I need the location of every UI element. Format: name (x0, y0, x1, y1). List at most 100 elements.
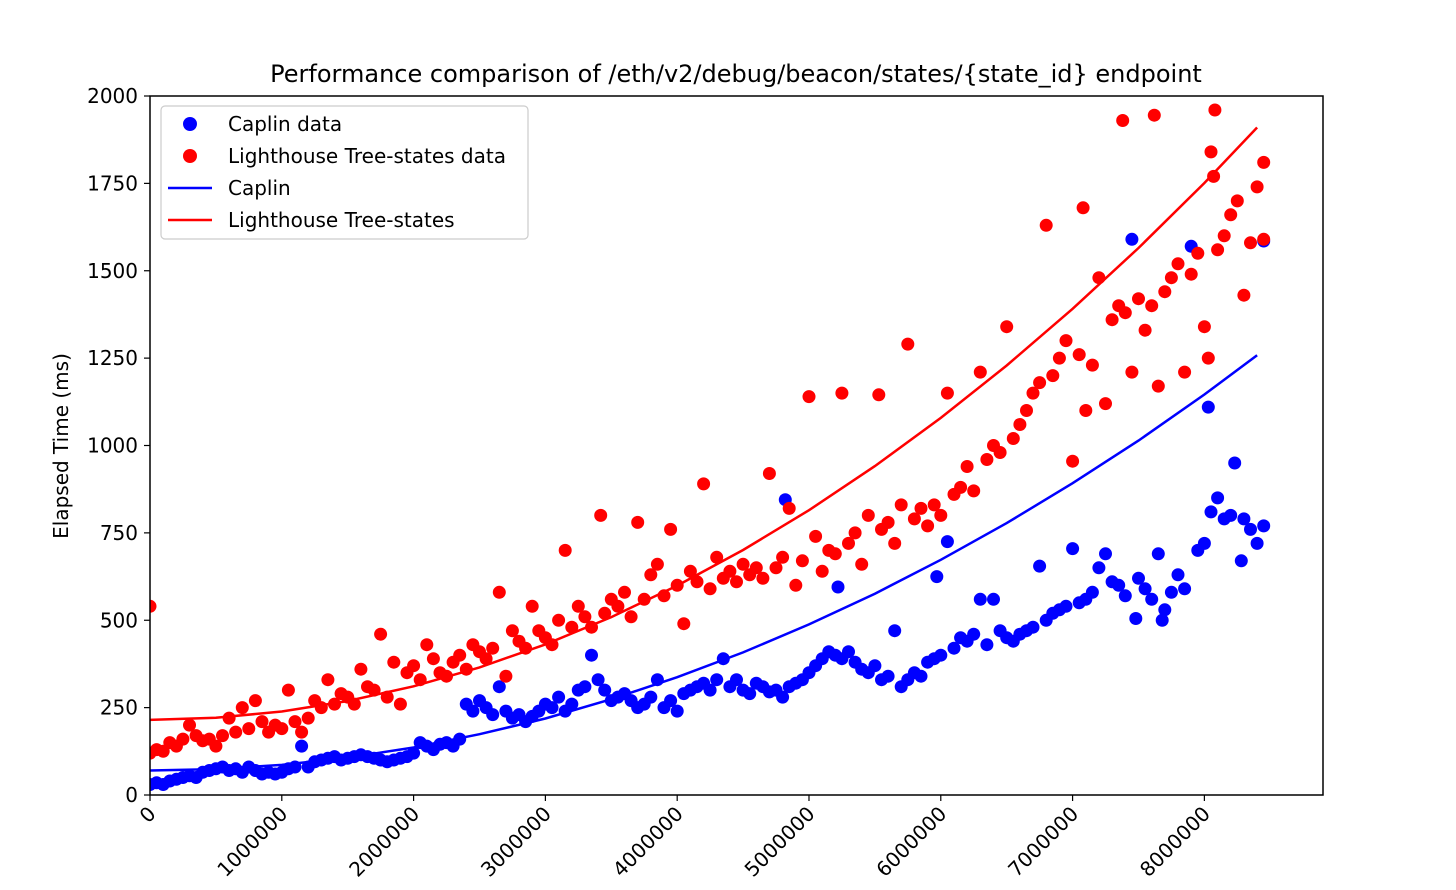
data-point (281, 683, 295, 697)
data-point (183, 718, 196, 732)
data-point (664, 694, 678, 708)
data-point (802, 390, 816, 404)
data-point (921, 519, 935, 533)
data-point (736, 557, 750, 571)
legend: Caplin data Lighthouse Tree-states data Ca… (160, 105, 529, 240)
data-point (670, 704, 684, 718)
data-point (229, 725, 243, 739)
trend-line-lighthouse (150, 126, 1259, 722)
data-point (677, 617, 691, 631)
data-point (591, 673, 605, 687)
data-point (940, 535, 954, 549)
data-point (769, 561, 783, 575)
data-point (776, 550, 790, 564)
data-point (861, 508, 875, 522)
x-tick-label: 4000000 (608, 802, 688, 882)
data-point (795, 554, 809, 568)
legend-label: Lighthouse Tree-states data (228, 144, 506, 168)
x-tick-label: 1000000 (212, 802, 292, 882)
data-point (1079, 404, 1093, 417)
data-point (571, 599, 585, 613)
data-point (1230, 194, 1244, 208)
data-point (565, 697, 579, 711)
data-point (1207, 169, 1221, 183)
data-point (993, 446, 1007, 459)
data-point (842, 536, 855, 550)
data-point (872, 388, 886, 402)
data-point (1125, 232, 1139, 246)
x-tick-label: 7000000 (1003, 802, 1083, 882)
data-point (1201, 400, 1215, 414)
data-point (914, 669, 928, 683)
data-point (973, 592, 987, 606)
data-point (426, 652, 440, 666)
data-point (855, 557, 869, 571)
data-point (907, 512, 921, 526)
chart-title: Performance comparison of /eth/v2/debug/… (270, 60, 1202, 88)
data-point (1250, 536, 1264, 550)
data-point (1237, 288, 1251, 302)
data-point (486, 708, 500, 722)
legend-label: Caplin data (228, 112, 342, 136)
y-tick-label: 500 (100, 608, 138, 632)
data-point (743, 687, 757, 701)
data-point (954, 480, 968, 494)
data-point (1020, 404, 1033, 417)
x-tick-label: 6000000 (871, 802, 951, 882)
data-point (1085, 585, 1099, 599)
data-point (842, 645, 855, 659)
data-point (1092, 561, 1106, 575)
data-point (1257, 519, 1271, 533)
data-point (835, 386, 849, 400)
data-point (499, 669, 513, 683)
y-tick-label: 1500 (87, 259, 138, 283)
data-point (618, 585, 631, 599)
data-point (466, 704, 480, 718)
data-point (644, 690, 658, 704)
data-point (1244, 522, 1257, 536)
data-point (453, 648, 467, 662)
data-point (927, 498, 941, 512)
data-point (578, 680, 592, 694)
data-point (1145, 299, 1159, 313)
x-tick-label: 5000000 (740, 802, 820, 882)
data-point (1118, 306, 1132, 320)
data-point (1237, 512, 1251, 526)
data-point (1171, 257, 1185, 271)
data-point (1138, 323, 1152, 337)
data-point (552, 613, 566, 627)
data-point (930, 570, 944, 584)
data-point (1224, 508, 1238, 522)
data-point (650, 557, 664, 571)
data-point (888, 624, 902, 638)
data-point (1151, 547, 1165, 561)
data-point (1257, 232, 1271, 246)
data-point (1184, 267, 1198, 281)
data-point (314, 701, 328, 715)
data-point (1197, 320, 1211, 334)
legend-item: Caplin data (183, 112, 342, 136)
y-tick-label: 0 (125, 783, 138, 807)
data-point (1046, 369, 1060, 383)
data-point (565, 620, 579, 634)
data-point (809, 529, 823, 543)
data-point (749, 561, 763, 575)
data-point (1171, 568, 1185, 582)
data-point (235, 701, 249, 715)
legend-item: Lighthouse Tree-states (168, 208, 455, 232)
data-point (321, 673, 335, 687)
data-point (881, 669, 895, 683)
data-point (176, 732, 190, 746)
data-point (1208, 103, 1222, 117)
data-point (730, 673, 743, 687)
data-point (1178, 582, 1192, 596)
x-tick-label: 3000000 (476, 802, 556, 882)
data-point (1132, 571, 1145, 585)
data-point (881, 515, 895, 529)
series-lighthouse-data (150, 103, 1271, 760)
data-point (1099, 547, 1112, 561)
data-point (1105, 313, 1119, 327)
data-point (420, 638, 434, 652)
data-point (1072, 348, 1086, 362)
data-point (934, 508, 948, 522)
